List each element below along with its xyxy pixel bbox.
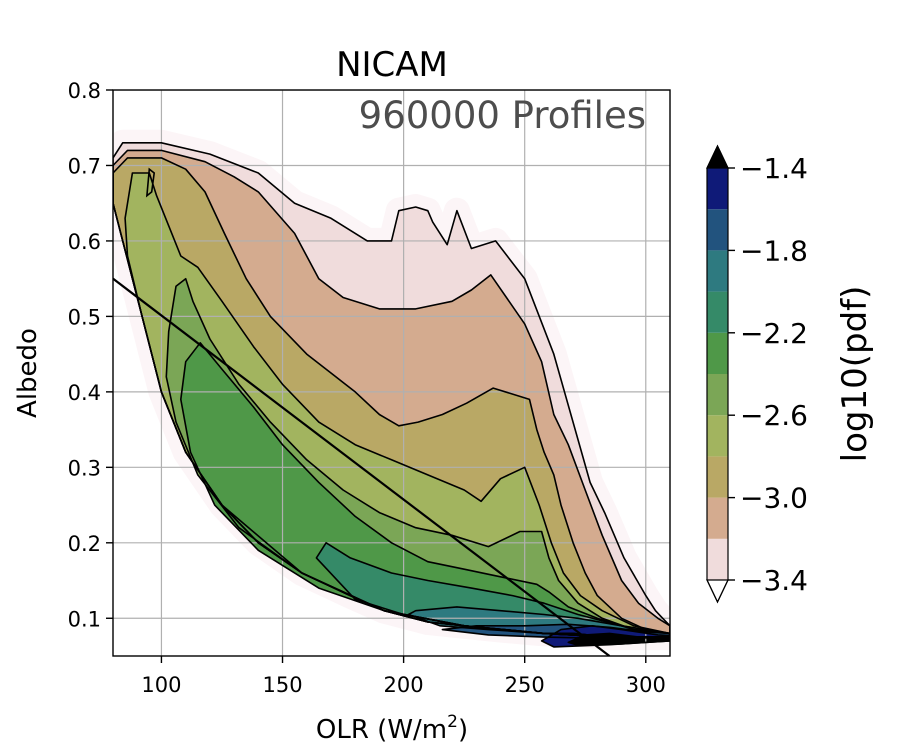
colorbar-tick-label: −1.8 [740, 234, 808, 267]
colorbar-tick-label: −1.4 [740, 152, 808, 185]
contour-line-5 [180, 341, 670, 638]
x-tick-label: 100 [141, 673, 181, 697]
x-tick-label: 250 [505, 673, 545, 697]
y-axis-label: Albedo [13, 328, 43, 418]
profile-count-annotation: 960000 Profiles [359, 94, 646, 137]
x-axis-label-text: OLR (W/m [316, 715, 447, 745]
colorbar-swatch [707, 250, 728, 292]
y-tick-label: 0.6 [68, 230, 101, 254]
contour-fill-6 [316, 542, 670, 638]
colorbar-tick-label: −3.0 [740, 482, 808, 515]
colorbar: −1.4 −1.8 −2.2 −2.6 −3.0 −3.4 [706, 144, 808, 604]
y-axis-ticks: 0.1 0.2 0.3 0.4 0.5 0.6 0.7 0.8 [68, 79, 113, 631]
colorbar-swatch [707, 291, 728, 333]
contour-lines [113, 142, 670, 648]
x-axis-ticks: 100 150 200 250 300 [141, 656, 666, 697]
colorbar-swatch [707, 538, 728, 580]
x-axis-label-superscript: 2 [447, 712, 458, 732]
colorbar-swatch [707, 168, 728, 210]
plot-frame [112, 89, 671, 657]
y-tick-label: 0.3 [68, 456, 101, 480]
chart-title: NICAM [336, 45, 448, 85]
contour-fill-5 [180, 342, 670, 638]
colorbar-label: log10(pdf) [835, 286, 875, 463]
y-tick-label: 0.5 [68, 305, 101, 329]
reference-line [113, 277, 611, 656]
colorbar-swatch [707, 415, 728, 457]
contour-line-6 [315, 541, 670, 638]
x-tick-label: 300 [626, 673, 666, 697]
colorbar-tick-label: −2.6 [740, 399, 808, 432]
x-axis-label-end: ) [458, 715, 468, 745]
x-axis-label: OLR (W/m2) [316, 712, 468, 745]
colorbar-under-arrow [706, 579, 729, 604]
plot-area [112, 89, 671, 657]
x-tick-label: 150 [262, 673, 302, 697]
y-tick-label: 0.7 [68, 154, 101, 178]
contour-line-8 [441, 623, 670, 640]
colorbar-swatch [707, 374, 728, 416]
y-tick-label: 0.2 [68, 532, 101, 556]
colorbar-tick-label: −3.4 [740, 564, 808, 597]
colorbar-tick-label: −2.2 [740, 317, 808, 350]
contour-line-7 [407, 606, 670, 638]
small-contour-line [145, 167, 156, 198]
contour-line-10 [567, 632, 670, 647]
colorbar-swatch [707, 209, 728, 251]
y-tick-label: 0.1 [68, 607, 101, 631]
y-tick-label: 0.4 [68, 381, 101, 405]
colorbar-swatch [707, 456, 728, 498]
x-tick-label: 200 [384, 673, 424, 697]
y-tick-label: 0.8 [68, 79, 101, 103]
colorbar-swatch [707, 332, 728, 374]
colorbar-over-arrow [706, 144, 729, 169]
colorbar-swatch [707, 497, 728, 539]
